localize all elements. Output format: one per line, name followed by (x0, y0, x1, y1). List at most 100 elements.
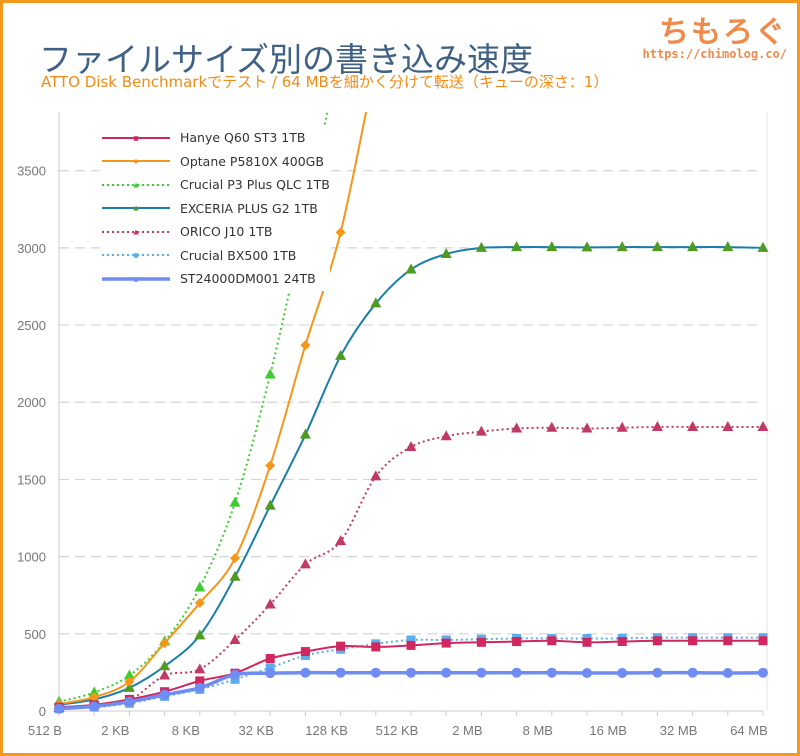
legend-marker (133, 182, 139, 188)
x-tick-label: 512 KB (376, 723, 419, 738)
y-tick-label: 3500 (17, 164, 46, 179)
data-point (722, 241, 734, 252)
data-point (299, 558, 311, 569)
data-point (194, 629, 206, 640)
data-point (758, 667, 768, 678)
data-point (406, 667, 416, 678)
data-point (300, 647, 310, 657)
data-point (405, 263, 417, 274)
data-point (475, 241, 487, 252)
legend-marker (133, 253, 139, 258)
data-point (264, 368, 276, 379)
data-point (406, 635, 416, 645)
data-point (546, 667, 557, 678)
data-point (722, 668, 733, 679)
legend-symbol (102, 136, 170, 141)
series-4 (53, 420, 769, 712)
legend-item: Crucial P3 Plus QLC 1TB (100, 173, 330, 197)
data-point (441, 638, 451, 648)
x-tick-label: 64 MB (730, 723, 768, 738)
legend-label: Crucial P3 Plus QLC 1TB (180, 177, 330, 193)
data-point (194, 682, 205, 693)
data-point (230, 669, 240, 680)
data-point (581, 241, 593, 252)
series-1 (54, 58, 381, 710)
legend-item: ORICO J10 1TB (100, 220, 330, 244)
data-point (371, 58, 381, 68)
data-point (265, 460, 276, 471)
data-point (547, 636, 557, 646)
data-point (264, 499, 276, 510)
data-point (299, 428, 311, 439)
legend-symbol (102, 276, 170, 282)
legend-symbol (102, 253, 170, 258)
data-point (723, 636, 733, 646)
data-point (300, 667, 311, 678)
data-point (335, 349, 347, 360)
data-point (124, 696, 135, 707)
legend-marker (133, 136, 139, 141)
legend-label: Hanye Q60 ST3 1TB (180, 130, 306, 146)
logo-url: https://chimolog.co/ (642, 47, 788, 61)
data-point (229, 633, 241, 644)
data-point (159, 669, 171, 680)
data-point (441, 667, 452, 678)
legend-item: Hanye Q60 ST3 1TB (100, 126, 330, 150)
data-point (194, 597, 205, 608)
data-point (264, 598, 276, 609)
chart-subtitle: ATTO Disk Benchmarkでテスト / 64 MBを細かく分けて転送… (41, 73, 609, 91)
data-point (475, 425, 487, 436)
data-point (229, 570, 241, 581)
data-point (651, 241, 663, 252)
data-point (370, 667, 381, 678)
y-tick-label: 1500 (17, 472, 46, 487)
x-tick-label: 2 KB (101, 723, 129, 738)
data-point (440, 430, 452, 441)
series-0 (54, 636, 768, 712)
data-point (265, 654, 275, 664)
data-point (476, 637, 486, 647)
data-point (687, 241, 699, 252)
logo: ちもろぐ https://chimolog.co/ (643, 7, 788, 61)
legend-marker (133, 159, 139, 165)
data-point (370, 470, 382, 481)
data-point (229, 496, 241, 507)
data-point (511, 422, 523, 433)
data-point (265, 668, 276, 679)
data-point (230, 553, 240, 564)
series-6 (54, 667, 768, 714)
x-tick-label: 128 KB (305, 723, 348, 738)
legend-label: ORICO J10 1TB (180, 224, 273, 240)
data-point (652, 667, 663, 678)
data-point (194, 663, 206, 674)
y-tick-label: 2500 (17, 318, 46, 333)
y-tick-label: 1000 (17, 550, 46, 565)
data-point (546, 241, 558, 252)
data-point (582, 668, 592, 679)
data-point (370, 297, 382, 308)
legend-label: ST24000DM001 24TB (180, 271, 316, 287)
data-point (335, 535, 347, 546)
data-point (405, 441, 417, 452)
data-point (688, 636, 698, 646)
y-tick-label: 3000 (17, 241, 46, 256)
x-tick-label: 8 MB (523, 723, 553, 738)
x-tick-label: 16 MB (589, 723, 627, 738)
data-point (616, 241, 628, 252)
data-point (335, 667, 346, 678)
data-point (124, 676, 135, 687)
data-point (758, 636, 768, 646)
y-tick-label: 0 (39, 704, 46, 719)
data-point (617, 637, 627, 647)
x-tick-label: 512 B (28, 723, 62, 738)
data-point (335, 227, 346, 238)
data-point (300, 340, 311, 351)
data-point (159, 638, 170, 649)
data-point (406, 640, 416, 650)
data-point (265, 663, 275, 673)
legend-symbol (102, 205, 170, 211)
data-point (336, 641, 346, 651)
chart-title: ファイルサイズ別の書き込み速度 (39, 40, 534, 79)
legend-label: Crucial BX500 1TB (180, 247, 297, 263)
